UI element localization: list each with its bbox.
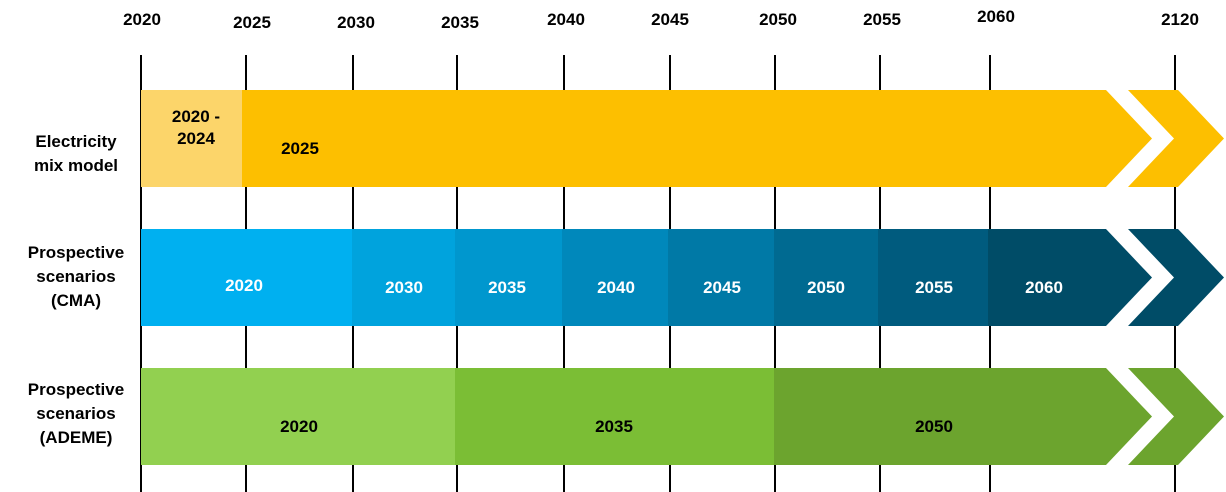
timeline-segment (455, 229, 562, 326)
year-label: 2050 (759, 10, 797, 29)
row-label-ademe: (ADEME) (40, 428, 113, 447)
year-label: 2020 (123, 10, 161, 29)
segment-label: 2050 (807, 278, 845, 297)
segment-label: 2024 (177, 129, 215, 148)
row-labels: Electricity mix model Prospective scenarios… (28, 132, 124, 447)
segment-label: 2020 (225, 276, 263, 295)
year-label: 2025 (233, 13, 271, 32)
timeline-arrow-segment (774, 368, 1152, 465)
continuation-chevron (1128, 229, 1224, 326)
row-label-ademe: scenarios (36, 404, 115, 423)
segment-label: 2035 (488, 278, 526, 297)
segment-label: 2020 (280, 417, 318, 436)
row-label-ademe: Prospective (28, 380, 124, 399)
timeline-segment (352, 229, 455, 326)
electricity-mix-row: 2020 - 2024 2025 (141, 90, 1224, 187)
segment-label: 2050 (915, 417, 953, 436)
segment-label: 2025 (281, 139, 319, 158)
year-axis: 2020 2025 2030 2035 2040 2045 2050 2055 2060 2120 (123, 7, 1199, 32)
segment-label: 2030 (385, 278, 423, 297)
row-label-electricity-mix: mix model (34, 156, 118, 175)
continuation-chevron (1128, 368, 1224, 465)
row-label-cma: (CMA) (51, 291, 101, 310)
row-label-cma: scenarios (36, 267, 115, 286)
year-label: 2030 (337, 13, 375, 32)
timeline-segment (774, 229, 878, 326)
row-label-cma: Prospective (28, 243, 124, 262)
year-label: 2040 (547, 10, 585, 29)
year-label: 2060 (977, 7, 1015, 26)
timeline-segment (141, 368, 455, 465)
year-label: 2055 (863, 10, 901, 29)
continuation-chevron (1128, 90, 1224, 187)
segment-label: 2020 - (172, 107, 220, 126)
timeline-segment (141, 90, 242, 187)
timeline-segment (668, 229, 774, 326)
cma-scenarios-row: 2020 2030 2035 2040 2045 2050 2055 2060 (141, 229, 1224, 326)
segment-label: 2035 (595, 417, 633, 436)
segment-label: 2055 (915, 278, 953, 297)
segment-label: 2060 (1025, 278, 1063, 297)
segment-label: 2045 (703, 278, 741, 297)
timeline-segment (878, 229, 988, 326)
row-label-electricity-mix: Electricity (35, 132, 117, 151)
timeline-arrow-segment (242, 90, 1152, 187)
timeline-segment (141, 229, 352, 326)
timeline-arrow-segment (988, 229, 1152, 326)
year-label: 2045 (651, 10, 689, 29)
timeline-segment (562, 229, 668, 326)
year-label: 2120 (1161, 10, 1199, 29)
year-label: 2035 (441, 13, 479, 32)
ademe-scenarios-row: 2020 2035 2050 (141, 368, 1224, 465)
segment-label: 2040 (597, 278, 635, 297)
timeline-segment (455, 368, 774, 465)
